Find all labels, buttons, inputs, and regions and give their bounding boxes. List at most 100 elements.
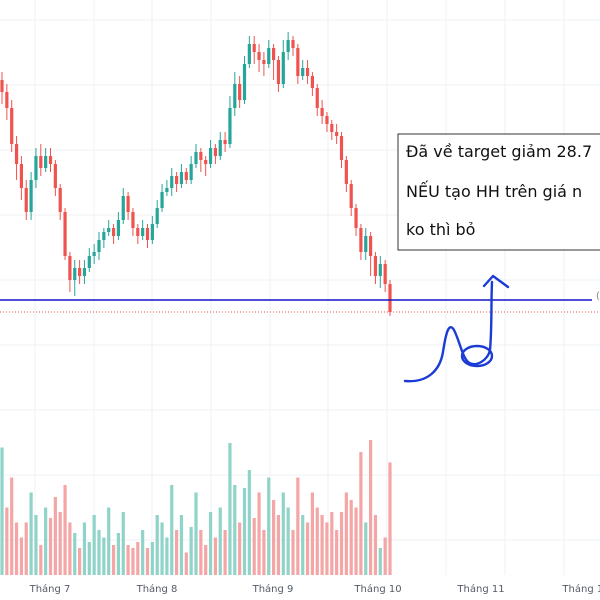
candle-body (145, 228, 150, 240)
volume-bar (315, 507, 319, 575)
candle-body (378, 264, 382, 276)
candle-body (175, 176, 179, 184)
volume-bar (238, 522, 242, 575)
volume-bar (145, 548, 150, 575)
volume-bar (141, 530, 145, 575)
volume-bar (165, 537, 169, 575)
candle-body (359, 228, 363, 252)
volume-bar (170, 485, 174, 575)
candle-body (53, 164, 57, 188)
candle-body (344, 160, 348, 184)
candle-body (73, 268, 77, 280)
x-tick-label: Tháng 7 (29, 583, 71, 595)
volume-bar (199, 530, 203, 575)
candle-body (170, 176, 174, 188)
volume-bar (131, 548, 135, 575)
x-axis: Tháng 7 Tháng 8 Tháng 9 Tháng 10 Tháng 11 Thá… (29, 583, 600, 595)
candle-body (301, 68, 305, 76)
volume-bar (82, 522, 87, 575)
candle-body (281, 52, 285, 84)
candle-body (44, 156, 48, 168)
volume-bar (19, 537, 23, 575)
candle-body (29, 180, 33, 212)
candle-body (354, 208, 358, 228)
candle-body (369, 236, 373, 256)
candle-body (102, 232, 106, 240)
candle-body (14, 144, 19, 164)
candle-body (276, 60, 281, 84)
candle-body (194, 152, 198, 164)
candle-body (272, 48, 276, 60)
volume-bar (310, 492, 314, 575)
volume-bar (0, 447, 4, 575)
volume-bar (218, 507, 222, 575)
annotation-line-3: ko thì bỏ (406, 220, 475, 239)
candle-body (5, 92, 9, 108)
annotation-box (397, 133, 600, 251)
candle-body (184, 172, 188, 180)
volume-bar (184, 552, 188, 575)
candlesticks (0, 32, 392, 316)
candle-body (223, 140, 227, 144)
candle-body (320, 108, 324, 116)
candle-body (0, 80, 4, 92)
candle-body (339, 136, 344, 160)
candle-body (267, 48, 271, 64)
volume-bar (281, 492, 285, 575)
volume-bar (228, 443, 232, 575)
volume-bar (63, 485, 67, 575)
candle-body (68, 256, 72, 280)
volume-bar (296, 477, 300, 575)
candle-body (252, 44, 256, 52)
volume-bar (213, 537, 217, 575)
price-scale-edge-label: ( (596, 291, 600, 302)
volume-bar (339, 512, 344, 575)
volume-bar (24, 522, 28, 575)
candle-body (330, 124, 334, 132)
volume-bar (73, 533, 77, 575)
candle-body (208, 148, 213, 164)
volume-bar (68, 522, 72, 575)
candle-body (131, 212, 135, 228)
candle-body (199, 152, 203, 160)
volume-bar (136, 542, 140, 575)
volume-bar (388, 462, 392, 575)
volume-bar (189, 527, 193, 575)
volume-bar (58, 512, 62, 575)
volume-bar (257, 492, 261, 575)
drawn-circle (460, 344, 494, 368)
candle-body (247, 44, 251, 64)
drawn-arrow-head (482, 274, 510, 289)
volume-bar (116, 533, 120, 575)
candle-body (87, 256, 91, 268)
candle-body (126, 196, 130, 212)
candle-body (82, 268, 87, 276)
volume-bar (155, 515, 159, 575)
candle-body (228, 108, 232, 144)
volume-bar (349, 500, 353, 575)
volume-bar (102, 537, 106, 575)
candle-body (48, 156, 53, 164)
volume-bar (208, 512, 213, 575)
candle-body (364, 236, 368, 252)
volume-bar (286, 507, 290, 575)
volume-bar (378, 548, 382, 575)
volume-bar (92, 515, 96, 575)
volume-bar (39, 545, 43, 575)
volume-bar (126, 545, 130, 575)
volume-bar (301, 515, 305, 575)
x-tick-label: Tháng 10 (353, 583, 401, 595)
volume-bar (320, 515, 324, 575)
candle-body (107, 228, 111, 232)
candle-body (121, 196, 125, 220)
candle-body (388, 284, 392, 312)
drawn-wave-stroke (403, 280, 494, 383)
candle-body (165, 188, 169, 192)
volume-bar (373, 515, 378, 575)
candle-body (116, 220, 120, 236)
candle-body (10, 108, 14, 144)
volume-bar (272, 500, 276, 575)
volume-bar (223, 530, 227, 575)
volume-bar (107, 507, 111, 575)
